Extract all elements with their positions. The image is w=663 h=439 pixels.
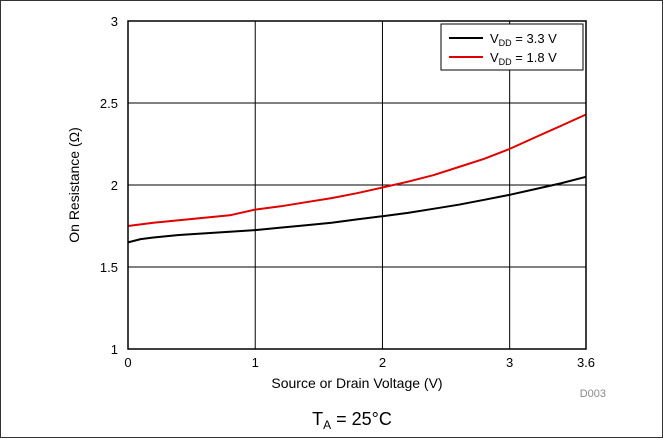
condition-subscript: A [323, 418, 331, 432]
x-tick-label: 0 [124, 355, 131, 370]
legend-label-main: V [490, 50, 499, 65]
grid-lines [128, 21, 586, 349]
legend-label-rest: = 1.8 V [512, 50, 557, 65]
test-condition-label: TA = 25°C [312, 409, 392, 432]
y-axis-ticks: 1 1.5 2 2.5 3 [100, 14, 118, 357]
legend-label-0: VDD = 3.3 V [490, 31, 557, 48]
series-layer [127, 113, 587, 244]
y-tick-label: 3 [111, 14, 118, 29]
figure-code: D003 [580, 388, 606, 400]
x-axis-ticks: 0 1 2 3 3.6 [124, 355, 595, 370]
plot-area-border [127, 20, 587, 350]
legend-box [440, 23, 584, 71]
y-tick-label: 1 [111, 342, 118, 357]
legend-label-subscript: DD [499, 38, 512, 48]
x-axis-label: Source or Drain Voltage (V) [271, 375, 442, 391]
y-tick-label: 2.5 [100, 96, 118, 111]
series-line-0 [127, 175, 587, 244]
x-tick-label: 2 [379, 355, 386, 370]
x-tick-label: 1 [252, 355, 259, 370]
y-tick-label: 1.5 [100, 260, 118, 275]
legend-label-main: V [490, 31, 499, 46]
legend-label-1: VDD = 1.8 V [490, 50, 557, 67]
condition-rest: = 25°C [331, 409, 392, 429]
x-tick-label: 3.6 [577, 355, 595, 370]
legend-label-subscript: DD [499, 57, 512, 67]
y-tick-label: 2 [111, 178, 118, 193]
x-tick-label: 3 [506, 355, 513, 370]
legend-label-rest: = 3.3 V [512, 31, 557, 46]
series-line-1 [127, 113, 587, 227]
y-axis-label: On Resistance (Ω) [66, 127, 82, 243]
condition-main: T [312, 409, 323, 429]
